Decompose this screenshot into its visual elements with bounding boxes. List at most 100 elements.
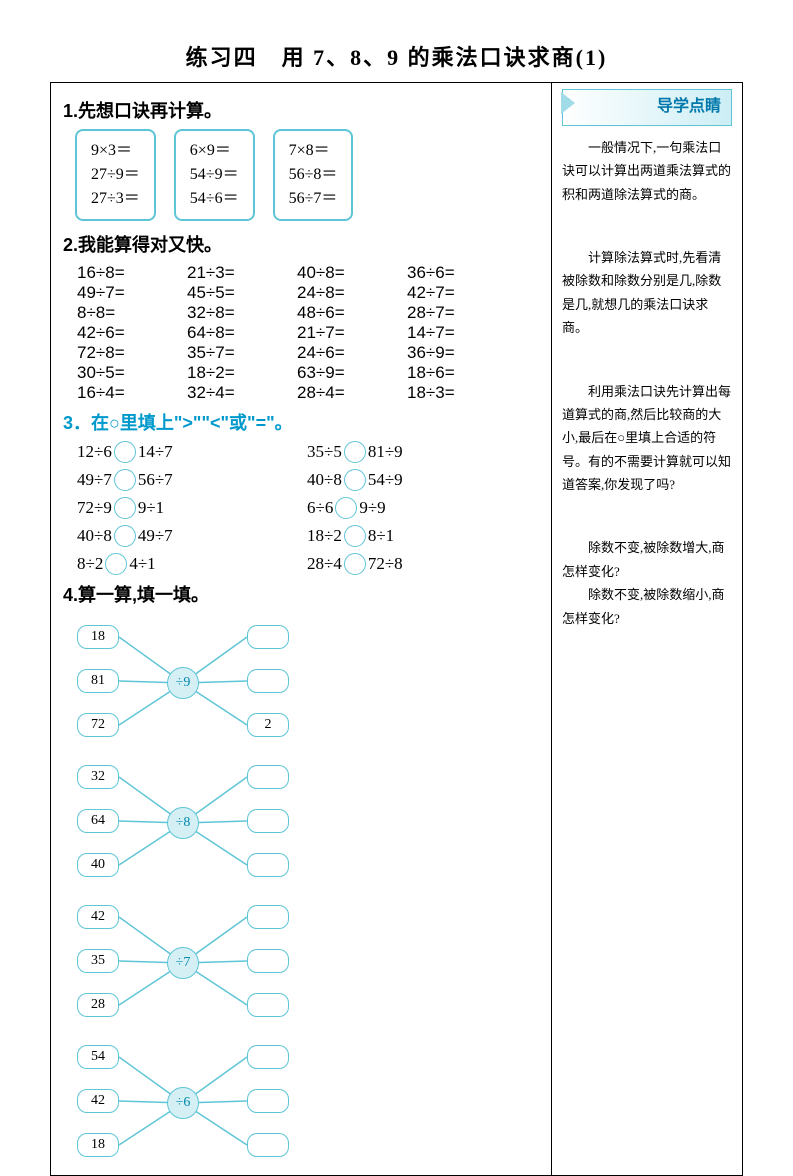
spider-answer-node[interactable]: [247, 993, 289, 1017]
spider-answer-node[interactable]: [247, 669, 289, 693]
compare-left: 40÷8: [307, 470, 342, 490]
spider-answer-node[interactable]: [247, 1089, 289, 1113]
spider-input-node: 18: [77, 1133, 119, 1157]
calc-cell[interactable]: 40÷8=: [297, 263, 407, 283]
calc-cell[interactable]: 24÷8=: [297, 283, 407, 303]
spider-answer-node[interactable]: [247, 853, 289, 877]
compare-right: 49÷7: [138, 526, 173, 546]
calc-cell[interactable]: 36÷6=: [407, 263, 517, 283]
guide-tip: 一般情况下,一句乘法口诀可以计算出两道乘法算式的积和两道除法算式的商。: [562, 136, 732, 206]
compare-circle-input[interactable]: [114, 469, 136, 491]
calc-cell[interactable]: 18÷3=: [407, 383, 517, 403]
guide-tip: 计算除法算式时,先看清被除数和除数分别是几,除数是几,就想几的乘法口诀求商。: [562, 246, 732, 340]
compare-left: 35÷5: [307, 442, 342, 462]
spider-diagram: ÷6544218: [71, 1037, 296, 1167]
q3-title: 3．在○里填上">""<"或"="。: [63, 409, 539, 435]
calc-cell[interactable]: 14÷7=: [407, 323, 517, 343]
q4-title: 4.算一算,填一填。: [63, 581, 539, 607]
calc-cell[interactable]: 36÷9=: [407, 343, 517, 363]
calc-cell[interactable]: 18÷6=: [407, 363, 517, 383]
calc-cell[interactable]: 28÷4=: [297, 383, 407, 403]
calc-line[interactable]: 56÷7＝: [289, 187, 338, 211]
guide-column: 导学点睛 一般情况下,一句乘法口诀可以计算出两道乘法算式的积和两道除法算式的商。…: [552, 83, 742, 1175]
calc-line[interactable]: 9×3＝: [91, 139, 140, 163]
compare-cell: 12÷614÷7: [77, 441, 307, 463]
q2-title: 2.我能算得对又快。: [63, 231, 539, 257]
calc-cell[interactable]: 21÷3=: [187, 263, 297, 283]
spider-input-node: 81: [77, 669, 119, 693]
page-title: 练习四 用 7、8、9 的乘法口诀求商(1): [50, 40, 743, 72]
compare-right: 8÷1: [368, 526, 394, 546]
exercises-column: 1.先想口诀再计算。 9×3＝ 27÷9＝ 27÷3＝ 6×9＝ 54÷9＝ 5…: [51, 83, 552, 1175]
calc-cell[interactable]: 32÷4=: [187, 383, 297, 403]
calc-cell[interactable]: 32÷8=: [187, 303, 297, 323]
calc-line[interactable]: 27÷9＝: [91, 163, 140, 187]
spider-input-node: 35: [77, 949, 119, 973]
spider-answer-node[interactable]: [247, 949, 289, 973]
q4-spiders: ÷91881722÷8326440÷7423528÷6544218: [71, 617, 539, 1167]
calc-cell[interactable]: 49÷7=: [77, 283, 187, 303]
spider-answer-node[interactable]: [247, 1045, 289, 1069]
calc-cell[interactable]: 48÷6=: [297, 303, 407, 323]
compare-circle-input[interactable]: [335, 497, 357, 519]
calc-cell[interactable]: 72÷8=: [77, 343, 187, 363]
calc-cell[interactable]: 28÷7=: [407, 303, 517, 323]
q1-title: 1.先想口诀再计算。: [63, 97, 539, 123]
q1-boxes: 9×3＝ 27÷9＝ 27÷3＝ 6×9＝ 54÷9＝ 54÷6＝ 7×8＝ 5…: [75, 129, 539, 221]
compare-cell: 40÷8 49÷7: [77, 525, 307, 547]
compare-circle-input[interactable]: [344, 441, 366, 463]
compare-right: 4÷1: [129, 554, 155, 574]
compare-circle-input[interactable]: [114, 525, 136, 547]
calc-cell[interactable]: 63÷9=: [297, 363, 407, 383]
compare-circle-input[interactable]: [114, 497, 136, 519]
compare-circle-input[interactable]: [344, 553, 366, 575]
compare-cell: 72÷99÷1: [77, 497, 307, 519]
spider-answer-node[interactable]: [247, 765, 289, 789]
calc-cell[interactable]: 30÷5=: [77, 363, 187, 383]
spider-answer-node[interactable]: [247, 625, 289, 649]
calc-cell[interactable]: 24÷6=: [297, 343, 407, 363]
spider-input-node: 72: [77, 713, 119, 737]
spider-answer-node[interactable]: 2: [247, 713, 289, 737]
calc-cell[interactable]: 42÷6=: [77, 323, 187, 343]
spider-answer-node[interactable]: [247, 1133, 289, 1157]
compare-circle-input[interactable]: [344, 525, 366, 547]
calc-cell[interactable]: 45÷5=: [187, 283, 297, 303]
compare-circle-input[interactable]: [105, 553, 127, 575]
calc-cell[interactable]: 64÷8=: [187, 323, 297, 343]
guide-tip: 利用乘法口诀先计算出每道算式的商,然后比较商的大小,最后在○里填上合适的符号。有…: [562, 380, 732, 497]
spider-operator: ÷9: [167, 667, 199, 699]
guide-header: 导学点睛: [562, 89, 732, 126]
calc-cell[interactable]: 16÷8=: [77, 263, 187, 283]
main-content: 1.先想口诀再计算。 9×3＝ 27÷9＝ 27÷3＝ 6×9＝ 54÷9＝ 5…: [50, 82, 743, 1176]
calc-cell[interactable]: 21÷7=: [297, 323, 407, 343]
calc-line[interactable]: 54÷9＝: [190, 163, 239, 187]
compare-cell: 18÷28÷1: [307, 525, 537, 547]
calc-cell[interactable]: 42÷7=: [407, 283, 517, 303]
calc-cell[interactable]: 35÷7=: [187, 343, 297, 363]
compare-right: 81÷9: [368, 442, 403, 462]
calc-line[interactable]: 6×9＝: [190, 139, 239, 163]
calc-line[interactable]: 7×8＝: [289, 139, 338, 163]
spider-answer-node[interactable]: [247, 905, 289, 929]
compare-left: 72÷9: [77, 498, 112, 518]
compare-circle-input[interactable]: [114, 441, 136, 463]
calc-cell[interactable]: 8÷8=: [77, 303, 187, 323]
spider-operator: ÷8: [167, 807, 199, 839]
spider-input-node: 32: [77, 765, 119, 789]
compare-right: 56÷7: [138, 470, 173, 490]
calc-cell[interactable]: 18÷2=: [187, 363, 297, 383]
compare-circle-input[interactable]: [344, 469, 366, 491]
compare-right: 54÷9: [368, 470, 403, 490]
spider-answer-node[interactable]: [247, 809, 289, 833]
compare-left: 40÷8: [77, 526, 112, 546]
calc-line[interactable]: 56÷8＝: [289, 163, 338, 187]
compare-cell: 49÷756÷7: [77, 469, 307, 491]
calc-line[interactable]: 27÷3＝: [91, 187, 140, 211]
compare-cell: 28÷472÷8: [307, 553, 537, 575]
spider-input-node: 64: [77, 809, 119, 833]
spider-operator: ÷6: [167, 1087, 199, 1119]
calc-cell[interactable]: 16÷4=: [77, 383, 187, 403]
calc-line[interactable]: 54÷6＝: [190, 187, 239, 211]
spider-input-node: 18: [77, 625, 119, 649]
